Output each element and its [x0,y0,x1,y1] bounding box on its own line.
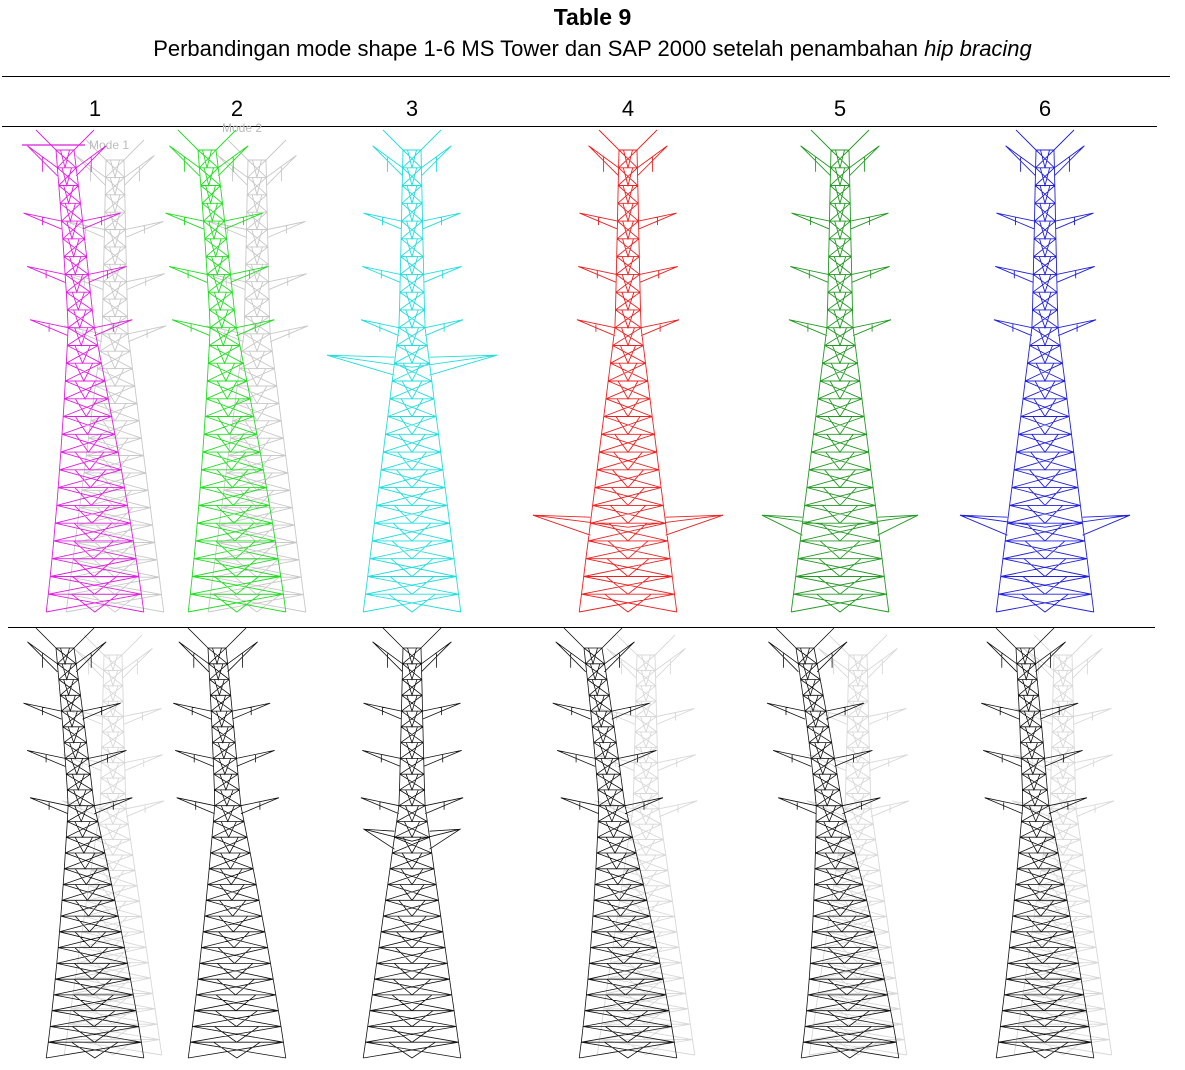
tower-drawing [960,130,1130,612]
legend-mode-2: Mode 2 [222,121,262,135]
tower-drawing [173,628,286,1058]
legend-mode-1: Mode 1 [89,138,129,152]
page: {"header": {"title": "Table 9", "caption… [0,0,1185,1070]
tower-drawing [361,628,463,1058]
tower-drawing [1012,635,1114,1055]
tower-drawing [24,130,144,612]
tower-drawing [533,130,723,612]
tower-drawing [327,130,497,612]
tower-drawing [166,130,286,612]
tower-drawing [762,130,918,612]
tower-figures: Mode 1 Mode 2 [0,0,1185,1070]
